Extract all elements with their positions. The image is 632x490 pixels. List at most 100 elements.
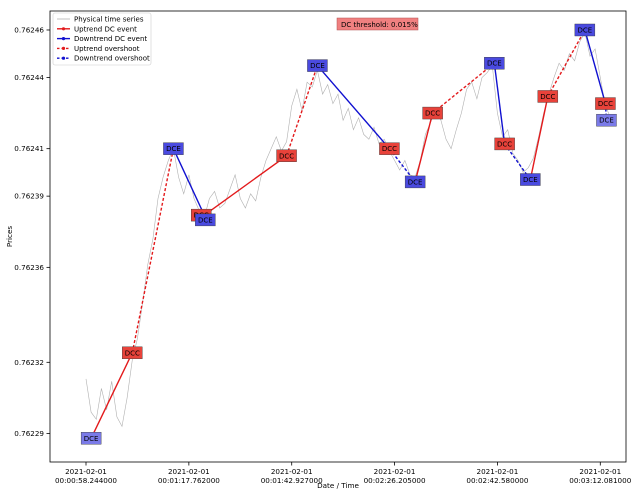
up-dc-segment bbox=[203, 155, 287, 216]
x-tick-date: 2021-02-01 bbox=[271, 467, 313, 476]
x-axis-ticks: 2021-02-0100:00:58.2440002021-02-0100:01… bbox=[55, 462, 632, 485]
up-os-segment bbox=[547, 29, 586, 97]
marker-label: DCE bbox=[198, 216, 213, 224]
marker-label: DCE bbox=[599, 117, 614, 125]
x-tick-date: 2021-02-01 bbox=[477, 467, 519, 476]
x-tick-date: 2021-02-01 bbox=[579, 467, 621, 476]
marker-label: DCE bbox=[523, 176, 538, 184]
threshold-annotation: DC threshold: 0.015% bbox=[336, 17, 419, 31]
legend-item: Uptrend overshoot bbox=[57, 45, 140, 53]
threshold-label: DC threshold: 0.015% bbox=[341, 21, 418, 29]
y-tick-label: 0.76244 bbox=[14, 73, 44, 82]
legend-marker bbox=[61, 46, 66, 51]
dcc-marker: DCC bbox=[122, 346, 143, 360]
dcc-marker: DCC bbox=[422, 106, 443, 120]
x-tick-time: 00:00:58.244000 bbox=[55, 476, 117, 485]
y-tick-label: 0.76236 bbox=[14, 263, 44, 272]
dcc-marker: DCC bbox=[537, 90, 559, 103]
marker-label: DCC bbox=[382, 145, 397, 153]
legend-label: Uptrend DC event bbox=[74, 25, 137, 33]
marker-box bbox=[494, 137, 515, 151]
marker-box bbox=[404, 175, 426, 189]
dce-marker: DCE bbox=[307, 59, 328, 72]
marker-box bbox=[537, 90, 559, 103]
marker-box bbox=[80, 432, 102, 445]
marker-label: DCE bbox=[487, 60, 502, 68]
marker-box bbox=[379, 142, 400, 155]
x-tick-time: 00:03:12.081000 bbox=[569, 476, 631, 485]
legend-marker bbox=[61, 56, 66, 60]
up-dc-segment bbox=[414, 112, 434, 183]
marker-box bbox=[520, 173, 541, 186]
marker-label: DCC bbox=[540, 93, 555, 101]
marker-box bbox=[484, 57, 505, 70]
marker-label: DCC bbox=[279, 152, 294, 160]
marker-box bbox=[163, 142, 184, 155]
dce-marker: DCE bbox=[163, 142, 184, 155]
legend-item: Downtrend DC event bbox=[57, 35, 147, 43]
marker-label: DCE bbox=[166, 145, 181, 153]
dce-marker: DCE bbox=[484, 57, 505, 70]
marker-box bbox=[596, 113, 617, 127]
marker-label: DCC bbox=[125, 349, 140, 357]
marker-box bbox=[276, 149, 297, 162]
marker-box bbox=[122, 346, 143, 360]
legend-item: Uptrend DC event bbox=[57, 25, 137, 33]
up-dc-segment bbox=[90, 352, 133, 439]
y-axis-label: Prices bbox=[5, 226, 14, 248]
legend-label: Uptrend overshoot bbox=[74, 45, 140, 53]
marker-box bbox=[195, 213, 216, 227]
dcc-marker: DCC bbox=[595, 97, 616, 110]
marker-label: DCC bbox=[497, 140, 512, 148]
dce-marker: DCE bbox=[574, 23, 596, 37]
y-tick-label: 0.76232 bbox=[14, 358, 44, 367]
x-tick-date: 2021-02-01 bbox=[374, 467, 416, 476]
y-axis-ticks: 0.76229 0.76232 0.76236 0.76239 0.76241 0.762… bbox=[14, 25, 50, 438]
x-axis-label: Date / Time bbox=[317, 481, 359, 490]
legend-label: Physical time series bbox=[74, 16, 144, 24]
dcc-marker: DCC bbox=[494, 137, 515, 151]
down-dc-segment bbox=[316, 65, 390, 150]
x-tick-date: 2021-02-01 bbox=[65, 467, 107, 476]
plot-area-frame bbox=[49, 10, 627, 463]
dce-marker: DCE bbox=[80, 432, 102, 445]
threshold-box-background bbox=[336, 17, 419, 31]
marker-box bbox=[307, 59, 328, 72]
x-tick-date: 2021-02-01 bbox=[168, 467, 210, 476]
dce-marker: DCE bbox=[404, 175, 426, 189]
x-tick-time: 00:02:42.580000 bbox=[466, 476, 528, 485]
marker-label: DCC bbox=[598, 100, 613, 108]
dcc-marker: DCC bbox=[379, 142, 400, 155]
legend-marker bbox=[61, 27, 66, 31]
legend-item: Physical time series bbox=[57, 16, 144, 24]
y-tick-label: 0.76229 bbox=[14, 429, 44, 438]
dcc-marker: DCC bbox=[276, 149, 297, 162]
x-tick-time: 00:01:42.927000 bbox=[261, 476, 323, 485]
y-tick-label: 0.76246 bbox=[14, 25, 44, 34]
up-os-segment bbox=[285, 65, 319, 157]
marker-label: DCC bbox=[425, 110, 440, 118]
legend-label: Downtrend DC event bbox=[74, 35, 147, 43]
marker-label: DCE bbox=[84, 435, 99, 443]
y-tick-label: 0.76239 bbox=[14, 192, 44, 201]
down-dc-segment bbox=[493, 63, 506, 145]
marker-box bbox=[422, 106, 443, 120]
down-dc-segment bbox=[172, 148, 205, 216]
legend-item: Downtrend overshoot bbox=[57, 55, 150, 63]
y-tick-label: 0.76241 bbox=[14, 144, 44, 153]
dce-marker: DCE bbox=[520, 173, 541, 186]
up-dc-segment bbox=[529, 96, 549, 180]
marker-label: DCE bbox=[408, 178, 423, 186]
marker-box bbox=[574, 23, 596, 37]
down-dc-segment bbox=[584, 29, 607, 104]
legend-label: Downtrend overshoot bbox=[74, 55, 150, 63]
legend-frame bbox=[52, 12, 152, 66]
up-os-segment bbox=[432, 62, 495, 114]
x-tick-time: 00:01:17.762000 bbox=[158, 476, 220, 485]
marker-label: DCE bbox=[310, 62, 325, 70]
marker-label: DCE bbox=[578, 26, 593, 34]
dce-marker: DCE bbox=[596, 113, 617, 127]
